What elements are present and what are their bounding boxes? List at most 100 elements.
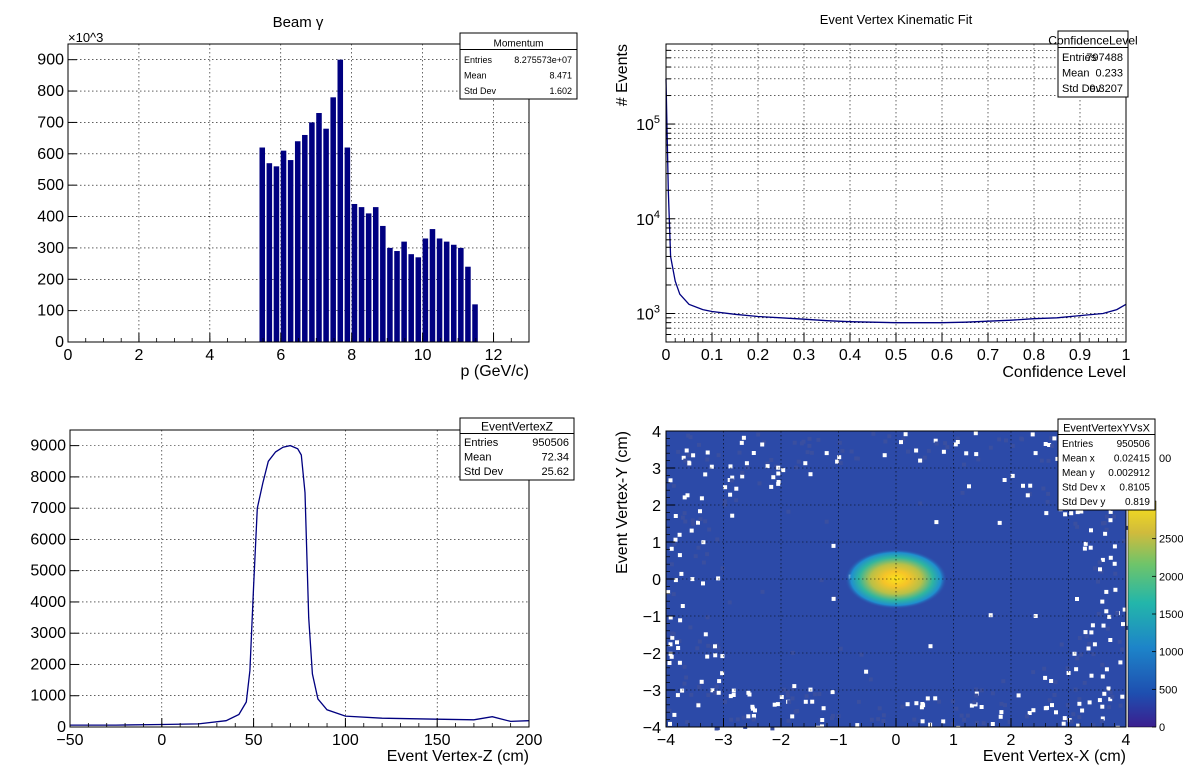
heatmap-cell [876, 717, 881, 722]
heatmap-cell [740, 470, 745, 475]
y-tick-label: 7000 [30, 500, 66, 517]
heatmap-cell [677, 532, 682, 537]
heatmap-cell [1021, 483, 1025, 488]
heatmap-cell [1108, 518, 1113, 523]
heatmap-cell [1113, 571, 1118, 576]
x-tick-label: 3 [1064, 732, 1073, 749]
stats-box-value: 8.471 [549, 71, 572, 81]
stats-box-value: 0.002912 [1108, 468, 1150, 479]
momentum-bar [401, 241, 407, 342]
y-tick-label: 8000 [30, 469, 66, 486]
heatmap-cell [1047, 443, 1052, 447]
x-tick-label: 1 [949, 732, 958, 749]
heatmap-cell [1077, 701, 1082, 706]
momentum-bar [415, 257, 422, 342]
heatmap-cell [1076, 723, 1081, 728]
heatmap-cell [770, 726, 775, 731]
heatmap-cell [974, 720, 979, 725]
heatmap-cell [740, 474, 745, 479]
heatmap-cell [922, 455, 927, 460]
heatmap-cell [714, 684, 719, 689]
stats-box-key: Entries [1062, 52, 1097, 64]
vertex-z-panel: −50 0 50 100 150 200 010002000300040005000600… [30, 417, 575, 765]
heatmap-cell [1120, 694, 1125, 699]
heatmap-cell [1003, 703, 1007, 708]
heatmap-cell [689, 528, 694, 533]
heatmap-cell [905, 702, 910, 707]
heatmap-cell [1105, 514, 1109, 519]
heatmap-cell [1102, 691, 1107, 696]
heatmap-cell [728, 464, 733, 469]
y-tick-label: −1 [643, 609, 661, 626]
heatmap-cell [928, 644, 933, 649]
heatmap-cell [703, 632, 708, 637]
heatmap-cell [682, 495, 687, 500]
y-tick-label: 2000 [30, 656, 66, 673]
heatmap-cell [819, 578, 824, 583]
heatmap-cell [883, 439, 888, 444]
heatmap-cell [928, 722, 933, 727]
heatmap-cell [1065, 703, 1070, 708]
momentum-bar [422, 238, 429, 342]
heatmap-cell [803, 699, 808, 704]
heatmap-cell [1105, 626, 1110, 631]
momentum-bar [472, 304, 478, 342]
vertex-yx-colorbar [1127, 500, 1157, 728]
heatmap-cell [962, 717, 967, 722]
heatmap-cell [668, 721, 672, 726]
heatmap-cell [1108, 555, 1113, 560]
heatmap-cell [1066, 671, 1071, 675]
heatmap-cell [672, 542, 677, 546]
stats-box-title: Momentum [493, 39, 543, 50]
heatmap-cell [668, 615, 673, 620]
momentum-bar [316, 113, 322, 342]
momentum-bar [450, 244, 457, 342]
x-tick-label: 0.6 [931, 347, 953, 364]
vertex-z-stats-box: EventVertexZ Entries 950506 Mean 72.34 Std De… [459, 417, 575, 481]
heatmap-cell [1088, 545, 1093, 550]
heatmap-cell [781, 687, 786, 692]
heatmap-cell [1089, 528, 1093, 533]
heatmap-cell [682, 511, 687, 516]
heatmap-cell [974, 693, 979, 698]
heatmap-cell [981, 721, 986, 726]
heatmap-cell [698, 509, 702, 514]
heatmap-cell [1097, 560, 1102, 565]
y-tick-label: 100 [37, 303, 64, 320]
heatmap-cell [790, 696, 795, 701]
heatmap-cell [1055, 456, 1060, 461]
heatmap-cell [988, 613, 993, 618]
heatmap-cell [801, 439, 806, 444]
heatmap-cell [1002, 726, 1007, 731]
momentum-bar [387, 247, 393, 342]
momentum-bar [337, 59, 344, 343]
heatmap-cell [1041, 486, 1046, 491]
heatmap-cell [731, 688, 736, 693]
heatmap-cell [1096, 611, 1101, 616]
heatmap-cell [785, 693, 790, 698]
heatmap-cell [877, 706, 882, 711]
heatmap-cell [677, 553, 682, 558]
heatmap-cell [1052, 693, 1057, 697]
heatmap-cell [671, 632, 676, 637]
heatmap-cell [803, 461, 808, 466]
heatmap-cell [713, 691, 718, 695]
heatmap-cell [751, 714, 756, 718]
heatmap-cell [669, 654, 674, 659]
heatmap-cell [840, 448, 845, 453]
heatmap-cell [716, 690, 721, 695]
heatmap-cell [1118, 703, 1123, 708]
vertex-z-grid [70, 430, 529, 727]
heatmap-cell [1059, 642, 1064, 647]
heatmap-cell [728, 694, 733, 699]
stats-box-key: Std Dev [1062, 83, 1102, 95]
heatmap-cell [997, 437, 1002, 442]
heatmap-cell [1120, 647, 1125, 652]
heatmap-cell [1052, 436, 1057, 441]
confidence-x-axis-label: Confidence Level [1002, 364, 1126, 381]
heatmap-cell [941, 449, 946, 454]
heatmap-cell [1107, 614, 1112, 619]
heatmap-cell [810, 699, 815, 704]
stats-box-value: 797488 [1086, 52, 1123, 64]
